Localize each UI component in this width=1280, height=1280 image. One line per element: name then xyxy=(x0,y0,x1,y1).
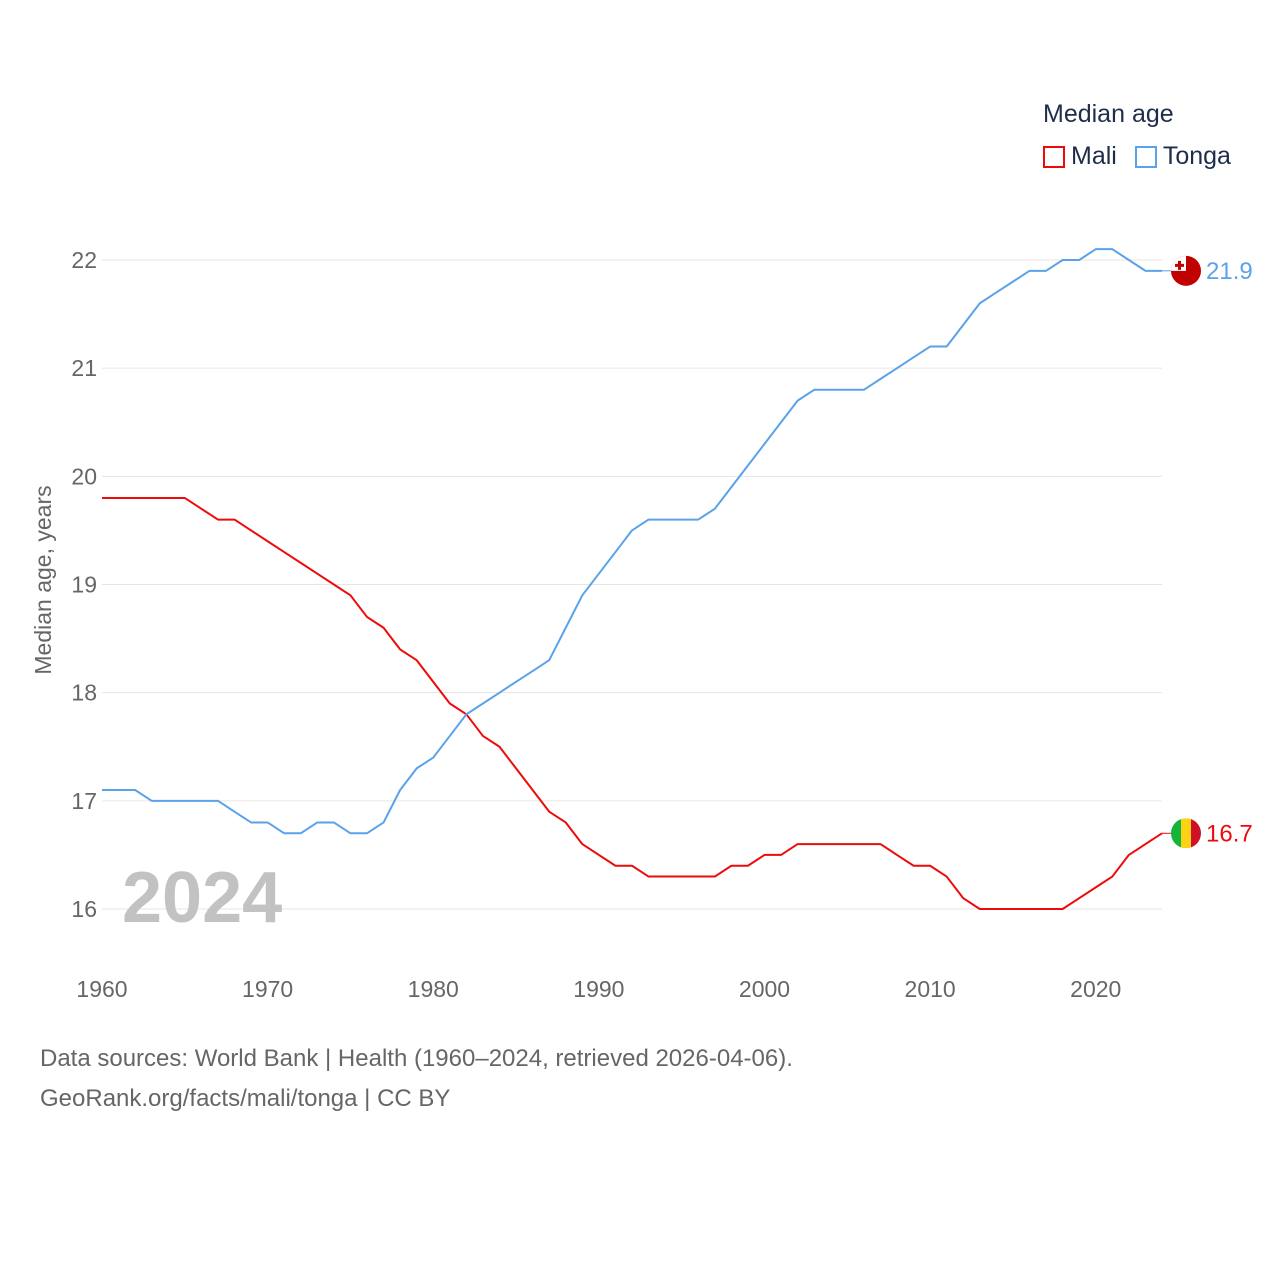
x-tick-label: 1990 xyxy=(573,976,624,1002)
legend-title: Median age xyxy=(1043,100,1174,128)
data-source-text: Data sources: World Bank | Health (1960–… xyxy=(40,1045,793,1072)
legend: Mali Tonga xyxy=(1043,142,1231,171)
mali-flag-icon xyxy=(1191,818,1201,849)
y-tick-label: 19 xyxy=(71,572,97,598)
y-tick-label: 17 xyxy=(71,788,97,814)
legend-swatch-tonga xyxy=(1134,145,1157,168)
series-line-tonga xyxy=(102,248,1162,835)
attribution-link[interactable]: GeoRank.org/facts/mali/tonga | CC BY xyxy=(40,1085,451,1112)
y-tick-label: 22 xyxy=(71,247,97,273)
legend-item-mali[interactable]: Mali xyxy=(1043,142,1117,171)
end-value-label: 21.9 xyxy=(1206,258,1253,285)
year-watermark: 2024 xyxy=(122,858,282,938)
x-tick-label: 2010 xyxy=(905,976,956,1002)
y-tick-label: 18 xyxy=(71,680,97,706)
y-tick-label: 20 xyxy=(71,463,97,489)
legend-label: Tonga xyxy=(1162,142,1231,170)
x-tick-label: 1970 xyxy=(242,976,293,1002)
end-value-label: 16.7 xyxy=(1206,820,1253,847)
x-tick-label: 2020 xyxy=(1070,976,1121,1002)
series-line-mali xyxy=(102,496,1163,910)
x-tick-label: 1980 xyxy=(408,976,459,1002)
tonga-flag-cross xyxy=(1175,260,1184,270)
y-axis-label: Median age, years xyxy=(30,485,56,674)
y-tick-label: 21 xyxy=(71,355,97,381)
x-tick-label: 2000 xyxy=(739,976,790,1002)
x-tick-label: 1960 xyxy=(76,976,127,1002)
legend-item-tonga[interactable]: Tonga xyxy=(1134,142,1231,171)
mali-flag-icon xyxy=(1181,818,1191,849)
y-tick-label: 16 xyxy=(71,896,97,922)
mali-flag-icon xyxy=(1171,818,1181,849)
legend-swatch-mali xyxy=(1043,145,1065,168)
legend-label: Mali xyxy=(1071,142,1117,170)
